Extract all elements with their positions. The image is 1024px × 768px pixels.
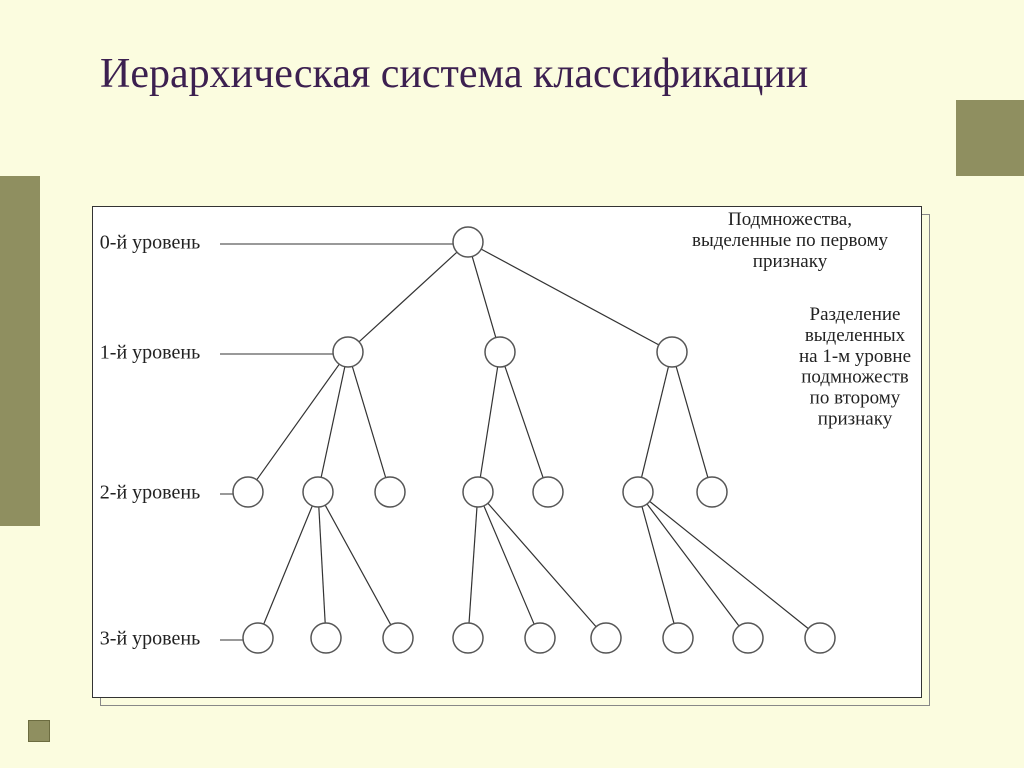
tree-edge — [321, 367, 345, 478]
tree-node — [233, 477, 263, 507]
tree-edge — [472, 256, 496, 337]
tree-node — [453, 623, 483, 653]
annotation: Подмножества,выделенные по первомупризна… — [692, 209, 889, 272]
level-label: 2-й уровень — [100, 482, 200, 504]
tree-edge — [319, 507, 325, 623]
tree-edge — [352, 366, 385, 477]
annotation: Разделениевыделенныхна 1-м уровнеподмнож… — [799, 304, 911, 430]
tree-edge — [257, 364, 340, 480]
level-label: 3-й уровень — [100, 628, 200, 650]
tree-edge — [359, 252, 457, 342]
tree-edge — [647, 504, 739, 626]
tree-edge — [481, 249, 659, 345]
tree-node — [485, 337, 515, 367]
tree-edge — [484, 506, 534, 624]
footer-square — [28, 720, 50, 742]
tree-node — [697, 477, 727, 507]
tree-node — [525, 623, 555, 653]
tree-node — [243, 623, 273, 653]
tree-node — [383, 623, 413, 653]
slide: Иерархическая система классификации 0-й … — [0, 0, 1024, 768]
tree-edge — [650, 501, 809, 628]
level-label: 1-й уровень — [100, 342, 200, 364]
tree-edge — [505, 366, 543, 478]
tree-edge — [676, 366, 708, 477]
tree-edge — [480, 367, 497, 477]
tree-node — [591, 623, 621, 653]
tree-node — [453, 227, 483, 257]
tree-node — [805, 623, 835, 653]
accent-strip — [956, 100, 1024, 138]
tree-node — [311, 623, 341, 653]
accent-strip — [956, 138, 1024, 176]
tree-node — [663, 623, 693, 653]
level-label: 0-й уровень — [100, 232, 200, 254]
tree-node — [657, 337, 687, 367]
tree-node — [533, 477, 563, 507]
tree-node — [463, 477, 493, 507]
tree-edge — [642, 506, 674, 623]
accent-strip — [0, 176, 40, 526]
tree-node — [733, 623, 763, 653]
tree-edge — [642, 367, 669, 478]
tree-node — [375, 477, 405, 507]
tree-node — [623, 477, 653, 507]
tree-node — [333, 337, 363, 367]
tree-edge — [264, 506, 313, 624]
tree-edge — [488, 503, 596, 626]
tree-node — [303, 477, 333, 507]
tree-edge — [469, 507, 477, 623]
tree-edge — [325, 505, 391, 625]
diagram-svg: 0-й уровень 1-й уровень 2-й уровень 3-й уро… — [0, 0, 1024, 768]
